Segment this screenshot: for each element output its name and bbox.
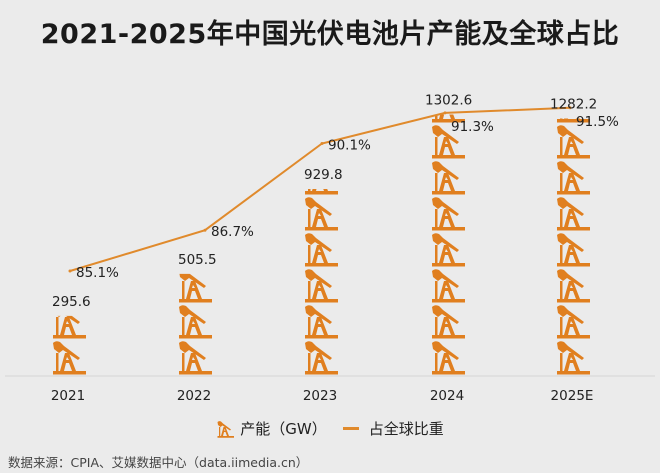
bar-2021: [53, 315, 86, 375]
pump-jack-icon: [432, 233, 465, 267]
share-value-label: 91.3%: [451, 119, 494, 135]
chart-title: 2021-2025年中国光伏电池片产能及全球占比: [40, 19, 620, 50]
pump-jack-icon: [432, 161, 465, 195]
legend: 产能（GW） 占全球比重: [0, 418, 660, 439]
share-value-label: 85.1%: [76, 265, 119, 281]
pump-jack-icon: [557, 341, 590, 375]
x-tick-label: 2024: [430, 388, 464, 404]
pump-jack-icon: [216, 420, 234, 438]
pump-jack-icon: [432, 305, 465, 339]
pump-jack-icon: [557, 197, 590, 231]
bar-value-label: 505.5: [178, 252, 217, 268]
share-point: [568, 106, 572, 110]
bar-value-label: 1282.2: [550, 97, 597, 113]
pump-jack-icon: [432, 269, 465, 303]
share-point: [68, 269, 72, 273]
pump-jack-icon: [557, 305, 590, 339]
share-point: [443, 111, 447, 115]
share-value-label: 86.7%: [211, 224, 254, 240]
pump-jack-icon: [432, 341, 465, 375]
legend-bar-label: 产能（GW）: [240, 420, 327, 438]
pump-jack-icon: [432, 197, 465, 231]
pump-jack-icon: [179, 341, 212, 375]
pump-jack-icon: [305, 197, 338, 231]
share-point: [320, 142, 324, 145]
share-value-label: 91.5%: [576, 114, 619, 130]
bar-2025E: [557, 118, 590, 375]
source-note: 数据来源：CPIA、艾媒数据中心（data.iimedia.cn）: [8, 455, 309, 470]
pump-jack-icon: [305, 233, 338, 267]
pump-jack-icon: [557, 269, 590, 303]
pump-jack-icon: [305, 269, 338, 303]
legend-line-swatch: [342, 427, 359, 430]
pump-jack-icon: [53, 341, 86, 375]
chart-plot: 295.6 505.5 929.8 1302.6 1282.2 85.1% 86.7% 90.…: [5, 92, 655, 404]
pump-jack-icon: [557, 161, 590, 195]
x-tick-label: 2023: [303, 388, 337, 404]
bar-2023: [305, 189, 338, 375]
pump-jack-icon: [305, 341, 338, 375]
legend-line-label: 占全球比重: [368, 420, 444, 438]
pump-jack-icon: [305, 305, 338, 339]
pump-jack-icon: [557, 233, 590, 267]
pump-jack-icon: [179, 305, 212, 339]
x-tick-label: 2021: [51, 388, 85, 404]
pump-jack-icon: [53, 315, 86, 339]
x-tick-label: 2022: [177, 388, 211, 404]
share-value-label: 90.1%: [328, 138, 371, 154]
share-point: [203, 228, 207, 232]
bar-value-label: 295.6: [52, 294, 91, 310]
bar-2022: [179, 273, 212, 375]
bar-value-label: 929.8: [304, 167, 343, 183]
pump-jack-icon: [557, 125, 590, 159]
bar-value-label: 1302.6: [425, 92, 472, 108]
pump-jack-icon: [179, 273, 212, 303]
x-tick-label: 2025E: [551, 388, 594, 404]
